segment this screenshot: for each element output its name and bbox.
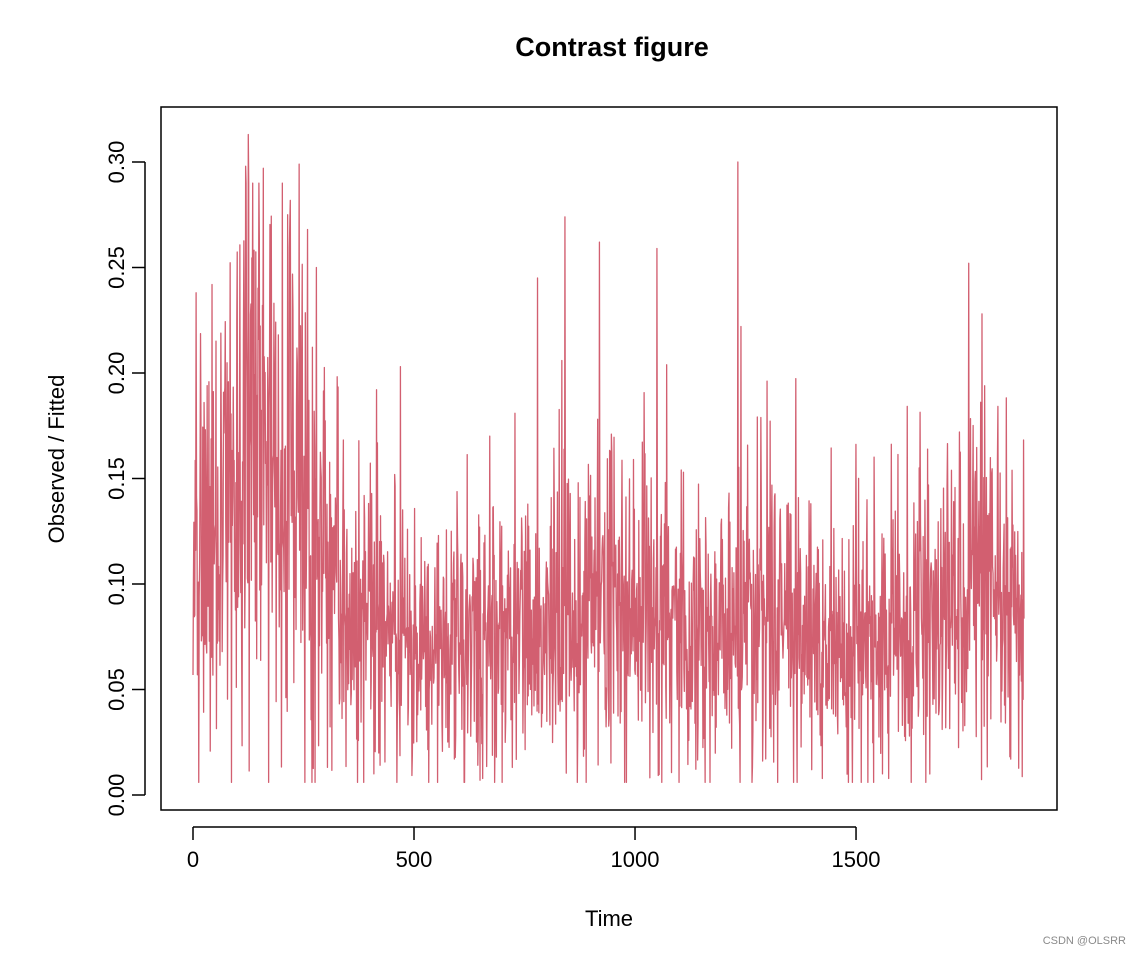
y-tick-label: 0.05 [104,668,129,711]
series-line [192,133,1025,783]
series-layer [192,133,1025,783]
y-axis: 0.00 0.05 0.10 0.15 0.20 0.25 0.30 [104,141,146,817]
x-tick-label: 1000 [611,847,660,872]
y-tick-label: 0.25 [104,246,129,289]
y-tick-label: 0.30 [104,141,129,184]
plot-frame [160,106,1058,811]
y-tick-label: 0.10 [104,563,129,606]
x-tick-label: 1500 [832,847,881,872]
x-axis-label: Time [585,906,633,931]
y-tick-label: 0.20 [104,352,129,395]
y-tick-label: 0.00 [104,774,129,817]
y-axis-label: Observed / Fitted [44,375,69,544]
x-axis: 0 500 1000 1500 [187,826,881,872]
chart-title: Contrast figure [515,32,709,62]
x-tick-label: 0 [187,847,199,872]
watermark: CSDN @OLSRR [1043,935,1126,947]
y-tick-label: 0.15 [104,457,129,500]
x-tick-label: 500 [396,847,433,872]
